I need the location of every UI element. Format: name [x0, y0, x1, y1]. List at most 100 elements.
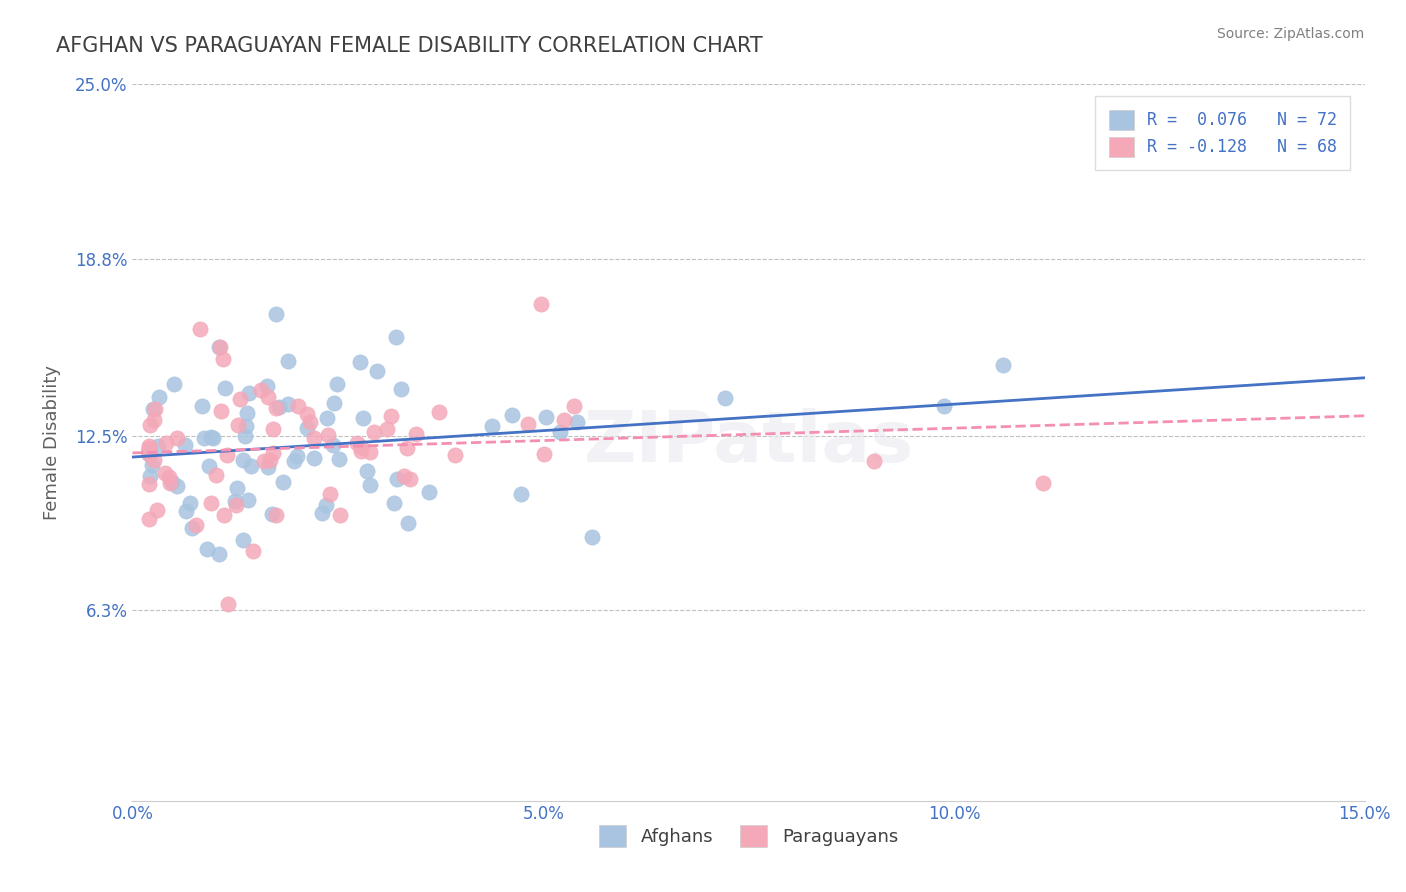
Point: [366, 364, 388, 378]
Point: [398, 472, 420, 486]
Point: [277, 397, 299, 411]
Point: [232, 533, 254, 547]
Point: [159, 470, 181, 484]
Point: [163, 376, 186, 391]
Point: [326, 376, 349, 391]
Point: [530, 297, 553, 311]
Point: [533, 447, 555, 461]
Point: [287, 399, 309, 413]
Point: [295, 407, 318, 421]
Point: [174, 438, 197, 452]
Text: AFGHAN VS PARAGUAYAN FEMALE DISABILITY CORRELATION CHART: AFGHAN VS PARAGUAYAN FEMALE DISABILITY C…: [56, 36, 763, 55]
Point: [991, 358, 1014, 372]
Point: [264, 307, 287, 321]
Point: [212, 352, 235, 367]
Point: [209, 404, 232, 418]
Point: [226, 418, 249, 433]
Point: [387, 472, 409, 486]
Point: [155, 466, 177, 480]
Point: [418, 484, 440, 499]
Point: [328, 452, 350, 467]
Point: [217, 448, 239, 462]
Point: [269, 400, 291, 414]
Point: [363, 425, 385, 440]
Point: [264, 508, 287, 522]
Point: [214, 381, 236, 395]
Point: [200, 430, 222, 444]
Point: [581, 531, 603, 545]
Point: [256, 379, 278, 393]
Point: [146, 439, 169, 453]
Point: [229, 392, 252, 407]
Point: [349, 354, 371, 368]
Point: [382, 496, 405, 510]
Point: [205, 467, 228, 482]
Y-axis label: Female Disability: Female Disability: [44, 365, 60, 520]
Point: [146, 503, 169, 517]
Point: [201, 431, 224, 445]
Point: [180, 521, 202, 535]
Point: [322, 438, 344, 452]
Point: [534, 410, 557, 425]
Point: [262, 507, 284, 521]
Point: [271, 475, 294, 489]
Point: [188, 322, 211, 336]
Text: ZIPatlas: ZIPatlas: [583, 408, 914, 477]
Point: [160, 475, 183, 490]
Point: [264, 401, 287, 415]
Point: [208, 340, 231, 354]
Point: [138, 477, 160, 491]
Point: [311, 506, 333, 520]
Point: [259, 453, 281, 467]
Point: [501, 409, 523, 423]
Point: [138, 445, 160, 459]
Point: [159, 475, 181, 490]
Legend: R =  0.076   N = 72, R = -0.128   N = 68: R = 0.076 N = 72, R = -0.128 N = 68: [1095, 96, 1350, 170]
Point: [346, 435, 368, 450]
Point: [235, 406, 257, 420]
Point: [299, 416, 322, 430]
Point: [193, 430, 215, 444]
Point: [179, 495, 201, 509]
Point: [138, 441, 160, 455]
Point: [200, 496, 222, 510]
Point: [389, 383, 412, 397]
Point: [359, 477, 381, 491]
Point: [516, 417, 538, 431]
Point: [283, 454, 305, 468]
Point: [143, 401, 166, 416]
Point: [174, 504, 197, 518]
Point: [1032, 476, 1054, 491]
Point: [277, 353, 299, 368]
Point: [198, 458, 221, 473]
Point: [562, 400, 585, 414]
Point: [285, 449, 308, 463]
Point: [395, 441, 418, 455]
Point: [714, 392, 737, 406]
Point: [186, 518, 208, 533]
Point: [262, 422, 284, 436]
Point: [396, 516, 419, 530]
Point: [253, 454, 276, 468]
Point: [377, 422, 399, 436]
Point: [238, 386, 260, 401]
Point: [208, 547, 231, 561]
Point: [553, 412, 575, 426]
Point: [138, 443, 160, 458]
Point: [138, 447, 160, 461]
Point: [139, 418, 162, 433]
Point: [155, 435, 177, 450]
Point: [257, 459, 280, 474]
Point: [208, 340, 231, 354]
Point: [443, 448, 465, 462]
Point: [427, 405, 450, 419]
Point: [550, 425, 572, 439]
Point: [322, 395, 344, 409]
Point: [360, 445, 382, 459]
Point: [567, 415, 589, 429]
Point: [257, 391, 280, 405]
Point: [225, 481, 247, 495]
Point: [138, 442, 160, 456]
Point: [142, 402, 165, 417]
Point: [392, 469, 415, 483]
